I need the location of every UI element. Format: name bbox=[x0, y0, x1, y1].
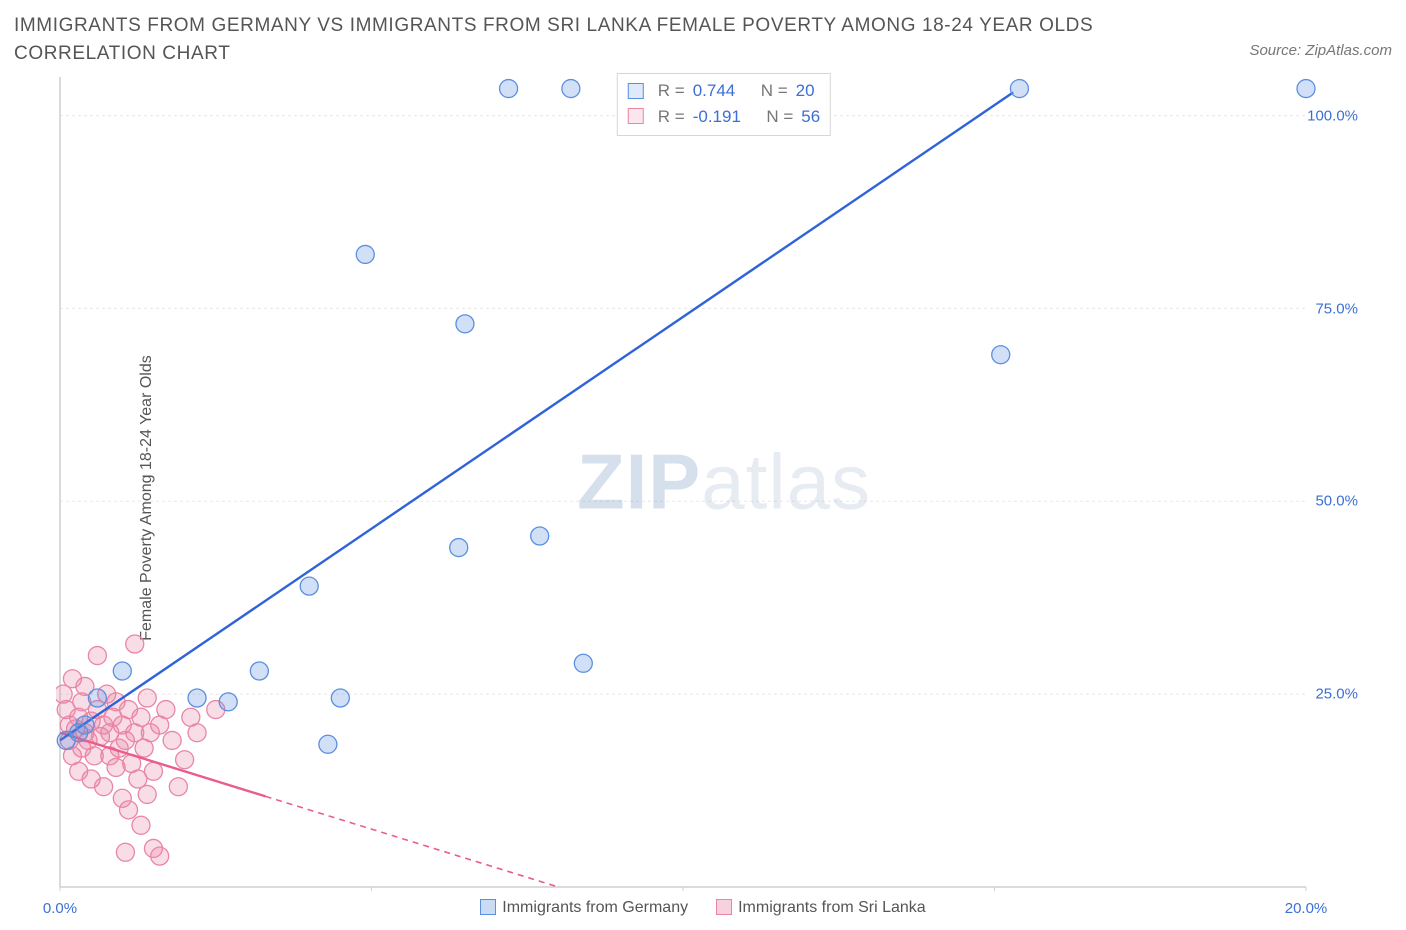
data-point bbox=[456, 315, 474, 333]
legend-item: Immigrants from Sri Lanka bbox=[716, 899, 926, 917]
data-point bbox=[157, 701, 175, 719]
data-point bbox=[531, 527, 549, 545]
data-point bbox=[88, 689, 106, 707]
correlation-row: R = 0.744 N = 20 bbox=[628, 78, 820, 104]
data-point bbox=[163, 732, 181, 750]
legend: Immigrants from Germany Immigrants from S… bbox=[14, 899, 1392, 917]
x-tick-label: 20.0% bbox=[1285, 900, 1328, 917]
data-point bbox=[76, 716, 94, 734]
data-point bbox=[1010, 80, 1028, 98]
data-point bbox=[169, 778, 187, 796]
data-point bbox=[250, 662, 268, 680]
y-tick-label: 50.0% bbox=[1315, 493, 1358, 510]
y-tick-label: 100.0% bbox=[1307, 107, 1358, 124]
scatter-svg bbox=[56, 73, 1392, 891]
plot-area: ZIPatlas R = 0.744 N = 20R = -0.191 N = … bbox=[56, 73, 1392, 891]
data-point bbox=[120, 801, 138, 819]
data-point bbox=[144, 762, 162, 780]
data-point bbox=[176, 751, 194, 769]
correlation-row: R = -0.191 N = 56 bbox=[628, 104, 820, 130]
data-point bbox=[138, 786, 156, 804]
data-point bbox=[450, 539, 468, 557]
x-tick-label: 0.0% bbox=[43, 900, 77, 917]
correlation-legend: R = 0.744 N = 20R = -0.191 N = 56 bbox=[617, 73, 831, 136]
chart-container: Female Poverty Among 18-24 Year Olds ZIP… bbox=[14, 73, 1392, 923]
chart-title: IMMIGRANTS FROM GERMANY VS IMMIGRANTS FR… bbox=[14, 12, 1134, 67]
data-point bbox=[95, 778, 113, 796]
data-point bbox=[992, 346, 1010, 364]
data-point bbox=[1297, 80, 1315, 98]
data-point bbox=[300, 577, 318, 595]
y-tick-label: 25.0% bbox=[1315, 686, 1358, 703]
data-point bbox=[500, 80, 518, 98]
data-point bbox=[562, 80, 580, 98]
y-tick-label: 75.0% bbox=[1315, 300, 1358, 317]
data-point bbox=[331, 689, 349, 707]
data-point bbox=[138, 689, 156, 707]
data-point bbox=[188, 689, 206, 707]
legend-item: Immigrants from Germany bbox=[480, 899, 688, 917]
data-point bbox=[113, 662, 131, 680]
data-point bbox=[132, 816, 150, 834]
data-point bbox=[88, 647, 106, 665]
data-point bbox=[319, 735, 337, 753]
data-point bbox=[151, 847, 169, 865]
data-point bbox=[126, 635, 144, 653]
data-point bbox=[356, 246, 374, 264]
source-attribution: Source: ZipAtlas.com bbox=[1249, 12, 1392, 59]
data-point bbox=[219, 693, 237, 711]
data-point bbox=[188, 724, 206, 742]
data-point bbox=[116, 843, 134, 861]
data-point bbox=[574, 654, 592, 672]
